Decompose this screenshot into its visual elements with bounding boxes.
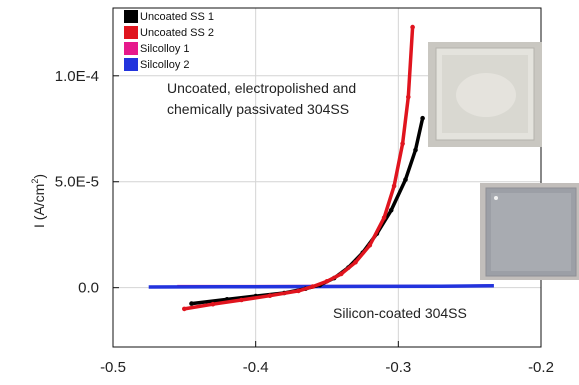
legend-label-uncoated-ss-2: Uncoated SS 2 xyxy=(140,27,214,39)
sample-photo-uncoated xyxy=(428,42,542,147)
data-point xyxy=(353,260,358,265)
legend-label-silcolloy-1: Silcolloy 1 xyxy=(140,43,190,55)
legend-label-silcolloy-2: Silcolloy 2 xyxy=(140,59,190,71)
y-tick-label: 0.0 xyxy=(78,280,99,297)
data-point xyxy=(324,279,330,284)
data-point xyxy=(310,284,316,289)
data-point xyxy=(239,297,244,303)
legend-label-uncoated-ss-1: Uncoated SS 1 xyxy=(140,11,214,23)
data-point xyxy=(400,141,405,146)
data-point xyxy=(367,243,373,248)
x-tick-label: -0.4 xyxy=(243,359,269,376)
legend-swatch-silcolloy-2 xyxy=(124,58,138,71)
legend: Uncoated SS 1 Uncoated SS 2 Silcolloy 1 Sil… xyxy=(124,10,214,71)
series-line-silcolloy-2 xyxy=(148,284,494,289)
annotation-silicon-coated: Silicon-coated 304SS xyxy=(333,305,467,321)
annotation-uncoated-line1: Uncoated, electropolished and xyxy=(167,80,356,96)
data-point xyxy=(391,183,397,189)
plot-frame xyxy=(112,7,542,348)
data-point xyxy=(189,301,194,306)
x-tick-label: -0.2 xyxy=(528,359,554,376)
data-point xyxy=(381,215,387,221)
x-tick-label: -0.3 xyxy=(385,359,411,376)
data-point xyxy=(339,271,344,277)
y-tick-label: 5.0E-5 xyxy=(55,174,99,191)
tick-marks xyxy=(112,75,542,347)
y-axis-label: I (A/cm2) xyxy=(30,174,47,228)
data-point xyxy=(410,24,415,30)
data-point xyxy=(267,293,273,299)
data-point xyxy=(296,288,301,294)
data-point xyxy=(388,208,394,213)
series-silcolloy-2 xyxy=(148,284,494,289)
data-point xyxy=(210,301,216,307)
legend-swatch-uncoated-ss-2 xyxy=(124,26,138,39)
data-point xyxy=(182,306,187,312)
y-tick-label: 1.0E-4 xyxy=(55,68,99,85)
data-point xyxy=(413,147,418,153)
legend-swatch-silcolloy-1 xyxy=(124,42,138,55)
sample-photo-silicon-coated xyxy=(480,183,579,280)
data-point xyxy=(403,177,408,182)
legend-swatch-uncoated-ss-1 xyxy=(124,10,138,23)
data-point xyxy=(406,94,411,100)
tick-labels: -0.5 -0.4 -0.3 -0.2 0.0 5.0E-5 1.0E-4 xyxy=(55,68,554,376)
data-point xyxy=(420,115,425,121)
x-tick-label: -0.5 xyxy=(100,359,126,376)
series-layer xyxy=(148,24,494,312)
series-uncoated-ss-2 xyxy=(182,24,415,312)
annotation-uncoated-line2: chemically passivated 304SS xyxy=(167,101,349,117)
